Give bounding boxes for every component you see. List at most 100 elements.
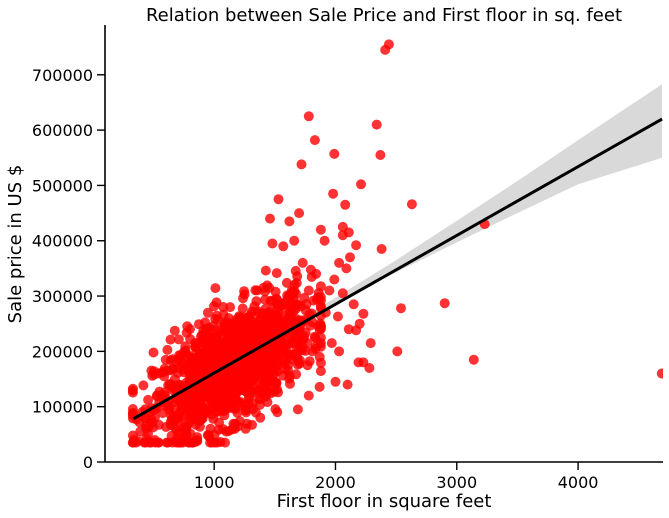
data-point — [210, 283, 221, 294]
data-point — [240, 423, 251, 434]
data-point — [248, 316, 259, 327]
data-point — [129, 434, 140, 445]
data-point — [127, 385, 138, 396]
data-point — [392, 346, 403, 357]
y-tick-label: 300000 — [32, 287, 93, 306]
data-point — [334, 346, 345, 357]
data-point — [292, 300, 303, 311]
data-point — [185, 415, 196, 426]
data-point — [234, 332, 245, 342]
data-point — [280, 356, 291, 367]
data-point — [271, 268, 282, 279]
data-point — [315, 366, 326, 377]
x-tick-label: 4000 — [558, 473, 599, 492]
data-point — [319, 235, 330, 246]
y-tick-label: 500000 — [32, 176, 93, 195]
data-point — [267, 323, 277, 334]
data-point — [289, 235, 300, 246]
data-point — [211, 398, 222, 409]
data-point — [334, 257, 345, 268]
data-point — [148, 347, 159, 358]
data-point — [194, 421, 205, 432]
tick-labels: 1000 2000 3000 4000 0 100000 200000 300000 40000… — [32, 66, 599, 492]
data-point — [307, 346, 318, 357]
data-point — [173, 354, 184, 365]
data-point — [309, 135, 320, 146]
data-point — [280, 317, 291, 328]
data-point — [406, 199, 417, 210]
data-point — [280, 364, 291, 375]
data-point — [337, 288, 348, 299]
data-points-layer — [127, 39, 663, 448]
data-point — [656, 368, 663, 379]
data-point — [210, 406, 221, 417]
data-point — [207, 437, 217, 448]
data-point — [396, 303, 406, 314]
data-point — [284, 216, 295, 227]
data-point — [192, 432, 203, 443]
data-point — [278, 241, 289, 252]
data-point — [348, 299, 359, 310]
data-point — [260, 265, 271, 276]
data-point — [272, 407, 283, 418]
data-point — [297, 257, 308, 268]
data-point — [356, 179, 366, 190]
y-tick-label: 100000 — [32, 398, 93, 417]
data-point — [314, 381, 325, 392]
data-point — [182, 321, 193, 332]
data-point — [300, 305, 311, 316]
data-point — [168, 415, 179, 426]
data-point — [249, 301, 260, 312]
data-point — [216, 384, 227, 395]
data-point — [192, 367, 203, 378]
data-point — [328, 188, 339, 199]
data-point — [281, 277, 292, 288]
data-point — [180, 341, 191, 352]
data-point — [303, 390, 314, 401]
data-point — [324, 285, 335, 296]
data-point — [284, 300, 295, 311]
y-axis-label: Sale price in US $ — [5, 165, 26, 324]
x-tick-label: 3000 — [436, 473, 477, 492]
y-tick-label: 0 — [83, 453, 93, 472]
axes — [97, 25, 663, 470]
data-point — [222, 334, 233, 345]
data-point — [141, 423, 152, 434]
data-point — [230, 418, 241, 429]
data-point — [237, 303, 248, 314]
data-point — [260, 388, 271, 399]
data-point — [439, 298, 450, 309]
data-point — [267, 238, 278, 249]
data-point — [196, 336, 207, 347]
data-point — [337, 230, 348, 241]
data-point — [315, 341, 326, 352]
data-point — [272, 314, 283, 325]
data-point — [160, 354, 171, 365]
data-point — [228, 391, 239, 402]
x-tick-label: 1000 — [194, 473, 235, 492]
regression-line-layer — [132, 117, 663, 421]
data-point — [138, 380, 149, 391]
data-point — [311, 268, 322, 279]
data-point — [291, 278, 302, 288]
y-tick-label: 200000 — [32, 342, 93, 361]
data-point — [244, 324, 255, 335]
data-point — [143, 394, 154, 405]
data-point — [211, 310, 222, 321]
data-point — [251, 385, 262, 396]
data-point — [271, 293, 282, 304]
x-axis-label: First floor in square feet — [277, 491, 492, 512]
data-point — [292, 404, 303, 415]
data-point — [343, 324, 354, 335]
data-point — [376, 244, 387, 254]
data-point — [228, 398, 239, 409]
data-point — [225, 302, 236, 313]
data-point — [241, 405, 252, 416]
data-point — [149, 369, 160, 380]
data-point — [314, 351, 325, 362]
y-tick-label: 700000 — [32, 66, 93, 85]
data-point — [296, 159, 307, 170]
data-point — [468, 354, 479, 365]
data-point — [173, 334, 184, 345]
data-point — [154, 386, 165, 397]
